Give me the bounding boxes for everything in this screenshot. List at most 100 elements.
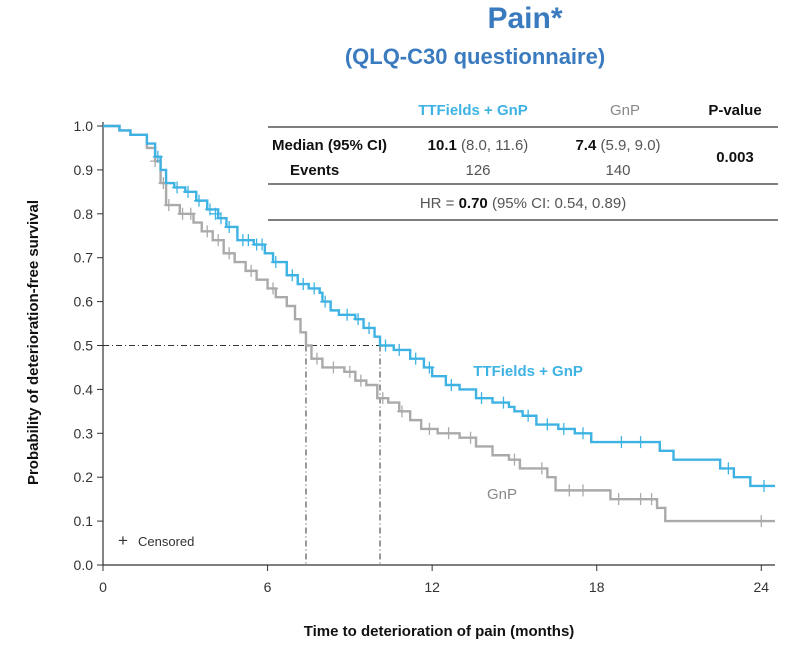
series-label: TTFields + GnP [473,363,583,380]
censor-mark [759,479,770,492]
row-label-events: Events [290,162,339,179]
censor-mark [287,269,298,282]
x-tick-label: 24 [753,579,769,595]
y-tick-label: 0.6 [74,294,94,310]
y-tick-label: 0.9 [74,162,94,178]
censor-mark [723,462,734,475]
censor-mark [320,295,331,308]
censor-mark [396,405,407,418]
censor-mark [509,453,520,466]
censor-mark [328,361,339,374]
censor-mark [243,234,254,247]
x-tick-label: 12 [424,579,440,595]
censor-mark [613,493,624,506]
censor-mark [476,392,487,405]
x-tick-label: 6 [264,579,272,595]
km-curve [103,124,775,523]
censor-mark [246,264,257,277]
stats-table: TTFields + GnP GnP P-value Median (95% C… [268,102,778,221]
censor-mark [210,207,221,220]
series-labels: TTFields + GnP GnP [473,363,583,503]
censor-mark [558,422,569,435]
median-guides [103,345,381,565]
p-value: 0.003 [716,149,754,166]
censor-mark [635,436,646,449]
censor-mark [270,256,281,269]
censor-mark [424,422,435,435]
censor-mark [410,352,421,365]
survival-curves [103,124,775,528]
censor-mark [194,194,204,207]
axes: 0.0 0.1 0.2 0.3 0.4 0.5 0.6 0.7 0.8 0.9 1.0 0 6 12 18 2… [25,118,775,640]
gnp-median: 7.4 (5.9, 9.0) [575,137,660,154]
censor-mark [578,427,588,440]
censor-mark [183,185,194,198]
y-tick-label: 0.3 [74,425,94,441]
gnp-events: 140 [605,162,630,179]
censor-mark [564,484,575,497]
ttf-events: 126 [465,162,490,179]
censor-mark [635,493,646,506]
censor-mark [364,321,375,334]
y-tick-label: 1.0 [74,118,94,134]
censor-mark [163,199,174,212]
censor-mark [498,396,509,409]
censor-mark [380,339,391,352]
censor-mark [202,225,213,238]
x-tick-label: 18 [589,579,605,595]
censor-mark [185,207,196,220]
censor-mark [224,220,235,233]
row-label-median: Median (95% CI) [272,137,387,154]
censor-mark [204,203,215,216]
censor-mark [377,392,388,405]
censor-mark [152,150,163,163]
censor-mark [446,379,457,392]
censor-mark [394,343,405,356]
y-tick-label: 0.4 [74,381,94,397]
y-tick-label: 0.7 [74,250,94,266]
ttf-median: 10.1 (8.0, 11.6) [428,137,529,154]
censor-mark [268,282,279,295]
col-header-gnp: GnP [610,102,640,119]
censor-mark [424,361,435,374]
censor-mark [646,493,657,506]
censor-mark [311,352,322,365]
censored-marker: + [118,531,128,550]
x-tick-label: 0 [99,579,107,595]
censor-mark [309,282,320,295]
censor-mark [578,484,588,497]
censor-mark [257,238,268,251]
censor-mark [215,212,226,225]
censor-mark [523,409,534,422]
censor-mark [342,308,353,321]
x-axis-label: Time to deterioration of pain (months) [304,623,575,640]
censor-mark [172,181,183,194]
col-header-pvalue: P-value [708,102,761,119]
censored-label: Censored [138,534,194,549]
y-tick-label: 0.1 [74,513,94,529]
y-tick-label: 0.2 [74,469,94,485]
censor-mark [542,418,553,431]
col-header-ttf: TTFields + GnP [418,102,528,119]
censor-mark [756,515,767,528]
chart-title: Pain* [487,2,563,35]
censor-mark [224,247,235,260]
censored-legend: + Censored [118,531,194,550]
censor-mark [443,427,454,440]
censor-mark [344,365,355,378]
censor-mark [298,278,309,291]
censor-mark [213,234,224,247]
y-tick-label: 0.8 [74,206,94,222]
y-tick-label: 0.5 [74,338,94,354]
censor-mark [465,431,476,444]
hazard-ratio: HR = 0.70 (95% CI: 0.54, 0.89) [420,195,626,212]
series-label: GnP [487,486,517,503]
y-axis-label: Probability of deterioration-free surviv… [25,200,42,485]
censor-mark [616,436,627,449]
chart-subtitle: (QLQ-C30 questionnaire) [344,44,606,69]
censor-mark [355,374,366,387]
censor-mark [536,462,547,475]
km-curve [103,124,775,488]
censor-mark [353,313,364,326]
